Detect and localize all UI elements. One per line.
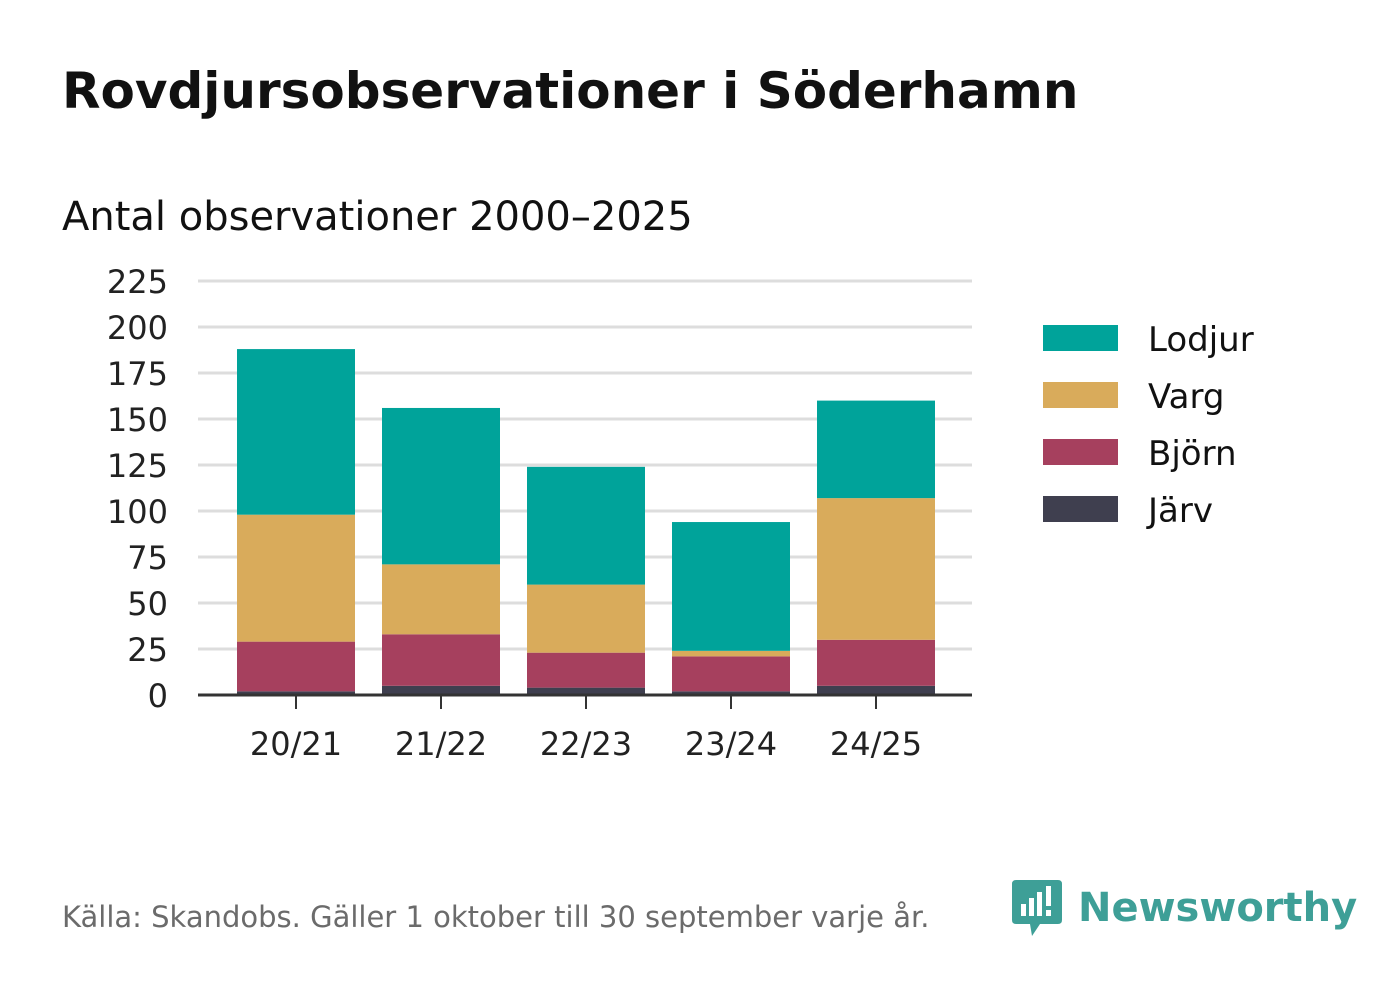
x-axis-ticks: 20/21 21/22 22/23 23/24 24/25: [250, 695, 922, 763]
bar-segment-björn: [817, 639, 935, 686]
source-note: Källa: Skandobs. Gäller 1 oktober till 3…: [62, 900, 930, 934]
legend-label-varg: Varg: [1148, 377, 1224, 417]
y-tick-label: 100: [107, 493, 168, 531]
y-axis-ticks: 0 25 50 75 100 125 150 175 200 225: [107, 263, 168, 715]
x-tick-label: 21/22: [395, 725, 487, 763]
legend-label-järv: Järv: [1146, 491, 1213, 531]
brand-name: Newsworthy: [1078, 885, 1358, 931]
bar-segment-varg: [817, 498, 935, 640]
bar-segment-lodjur: [817, 400, 935, 499]
bar-segment-varg: [382, 564, 500, 635]
bar-segment-björn: [382, 634, 500, 686]
bar-segment-varg: [672, 650, 790, 657]
bar-segment-lodjur: [237, 349, 355, 515]
newsworthy-logo-icon: [1012, 880, 1062, 936]
y-tick-label: 200: [107, 309, 168, 347]
bar-segment-järv: [672, 691, 790, 695]
x-tick-label: 22/23: [540, 725, 632, 763]
bars: [237, 349, 935, 695]
chart-title: Rovdjursobservationer i Söderhamn: [62, 62, 1079, 120]
bar-segment-björn: [237, 641, 355, 692]
y-tick-label: 50: [127, 585, 168, 623]
bar-segment-varg: [237, 514, 355, 642]
legend-label-lodjur: Lodjur: [1148, 320, 1254, 360]
y-tick-label: 175: [107, 355, 168, 393]
y-tick-label: 25: [127, 631, 168, 669]
y-tick-label: 125: [107, 447, 168, 485]
y-tick-label: 75: [127, 539, 168, 577]
x-tick-label: 24/25: [830, 725, 922, 763]
bar-segment-björn: [672, 656, 790, 692]
bar-segment-varg: [527, 584, 645, 653]
legend-label-björn: Björn: [1148, 434, 1237, 474]
x-tick-label: 20/21: [250, 725, 342, 763]
bar-segment-lodjur: [672, 522, 790, 651]
legend: Lodjur Varg Björn Järv: [1043, 320, 1254, 531]
x-tick-label: 23/24: [685, 725, 777, 763]
bar-segment-järv: [527, 687, 645, 695]
bar-segment-lodjur: [527, 466, 645, 585]
bar-segment-björn: [527, 652, 645, 688]
y-tick-label: 150: [107, 401, 168, 439]
legend-swatch-varg: [1043, 382, 1118, 408]
y-tick-label: 0: [148, 677, 168, 715]
legend-swatch-järv: [1043, 496, 1118, 522]
bar-segment-lodjur: [382, 407, 500, 565]
legend-swatch-björn: [1043, 439, 1118, 465]
bar-segment-järv: [237, 691, 355, 695]
legend-swatch-lodjur: [1043, 325, 1118, 351]
bar-segment-järv: [382, 685, 500, 695]
brand-logo: Newsworthy: [1010, 878, 1357, 938]
y-tick-label: 225: [107, 263, 168, 301]
chart-subtitle: Antal observationer 2000–2025: [62, 194, 693, 240]
bar-segment-järv: [817, 685, 935, 695]
